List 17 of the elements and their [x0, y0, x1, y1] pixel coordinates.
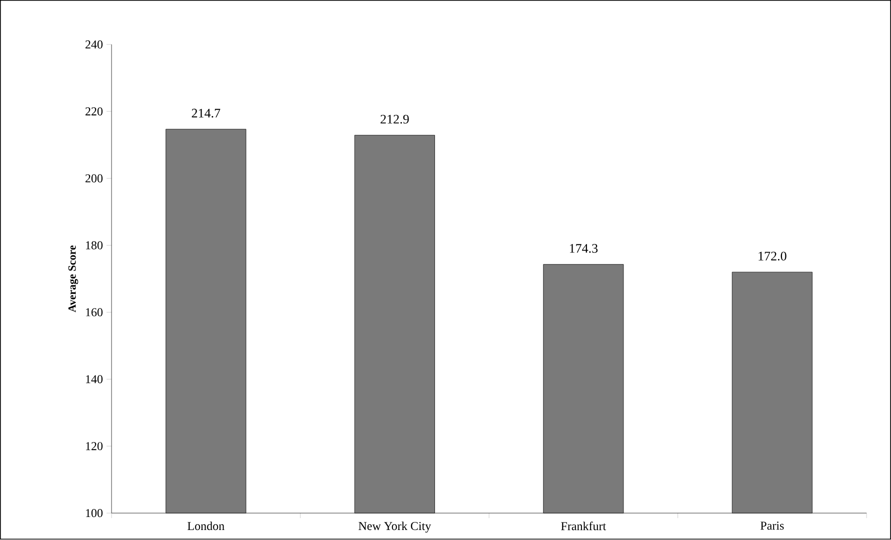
y-tick-label: 100 [86, 509, 103, 518]
x-tick-label: London [188, 522, 224, 530]
y-tick-label: 160 [86, 308, 103, 317]
data-label: 174.3 [570, 244, 598, 254]
y-tick-label: 120 [86, 442, 103, 450]
x-tick-label: New York City [358, 522, 432, 533]
data-label: 214.7 [192, 109, 220, 118]
data-label: 172.0 [758, 252, 786, 261]
y-axis-title: Average Score [68, 246, 78, 312]
y-tick-label: 240 [86, 40, 103, 49]
y-tick-label: 140 [86, 375, 103, 384]
y-tick-label: 200 [86, 174, 103, 183]
data-label: 212.9 [380, 115, 409, 124]
x-tick-label: Paris [760, 522, 784, 530]
y-tick-label: 220 [86, 108, 103, 116]
y-tick-label: 180 [86, 241, 103, 250]
x-tick-label: Frankfurt [561, 522, 606, 530]
